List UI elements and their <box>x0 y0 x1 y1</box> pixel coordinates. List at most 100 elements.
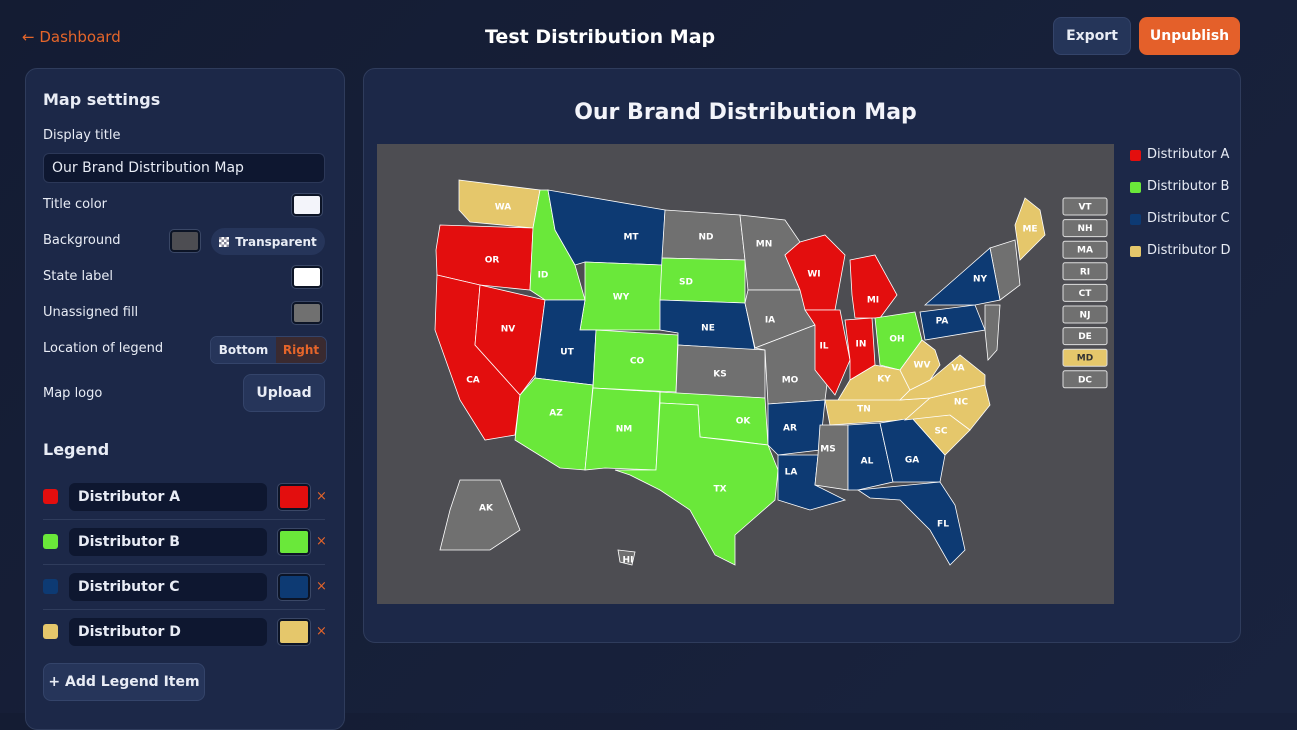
small-state-box <box>1062 240 1108 259</box>
small-state-box <box>1062 327 1108 346</box>
color-swatch[interactable] <box>169 229 201 253</box>
remove-icon[interactable]: × <box>316 579 327 594</box>
state-label: ME <box>1022 225 1037 235</box>
state-shape <box>814 424 849 491</box>
legend-heading: Legend <box>43 440 110 459</box>
state-label: MI <box>867 296 879 306</box>
state-shape <box>1014 197 1046 261</box>
separator <box>43 519 325 520</box>
state-label: MN <box>756 240 773 250</box>
separator <box>43 609 325 610</box>
state-label: NC <box>954 398 969 408</box>
map-legend-label: Distributor D <box>1147 243 1231 258</box>
label: Location of legend <box>43 341 164 356</box>
state-shape <box>899 339 941 391</box>
small-state-label: NJ <box>1080 311 1091 321</box>
state-label: ND <box>698 233 713 243</box>
small-state-label: CT <box>1079 289 1093 299</box>
legend-swatch <box>43 579 58 594</box>
transparent-button[interactable]: Transparent <box>211 228 325 255</box>
back-link[interactable]: ← Dashboard <box>22 28 121 46</box>
color-swatch[interactable] <box>291 265 323 289</box>
state-label: IL <box>819 342 828 352</box>
unpublish-button[interactable]: Unpublish <box>1139 17 1240 55</box>
toggle-option[interactable]: Bottom <box>211 337 276 363</box>
transparent-text: Transparent <box>235 234 317 249</box>
checker-icon <box>219 236 230 247</box>
legend-color-swatch[interactable] <box>277 618 311 646</box>
upload-button[interactable]: Upload <box>243 374 325 412</box>
state-label: IA <box>765 316 775 326</box>
state-label: FL <box>937 520 949 530</box>
label: Unassigned fill <box>43 305 139 320</box>
small-state-box <box>1062 197 1108 216</box>
state-label: KS <box>713 370 726 380</box>
settings-heading: Map settings <box>43 90 161 109</box>
export-button[interactable]: Export <box>1053 17 1131 55</box>
page-title: Test Distribution Map <box>485 26 716 48</box>
state-label: AZ <box>549 409 563 419</box>
color-swatch[interactable] <box>291 301 323 325</box>
small-state-box <box>1062 348 1108 367</box>
small-state-label: DE <box>1078 332 1092 342</box>
map-legend-label: Distributor B <box>1147 179 1230 194</box>
state-shape <box>614 402 779 566</box>
state-label: GA <box>905 456 919 466</box>
legend-location-toggle: Bottom Right <box>210 336 327 364</box>
state-label: PA <box>936 317 949 327</box>
remove-icon[interactable]: × <box>316 534 327 549</box>
state-shape <box>984 304 1001 361</box>
map-title: Our Brand Distribution Map <box>574 100 917 125</box>
label: Map logo <box>43 386 103 401</box>
label: State label <box>43 269 113 284</box>
map-legend-label: Distributor A <box>1147 147 1230 162</box>
state-shape <box>847 422 894 491</box>
map-legend-swatch <box>1130 246 1141 257</box>
remove-icon[interactable]: × <box>316 624 327 639</box>
state-label: NY <box>973 275 988 285</box>
state-label: MS <box>820 445 835 455</box>
small-state-label: DC <box>1078 375 1092 385</box>
remove-icon[interactable]: × <box>316 489 327 504</box>
title-input[interactable]: Our Brand Distribution Map <box>43 153 325 183</box>
state-shape <box>856 481 966 566</box>
state-label: AR <box>783 424 797 434</box>
label: Title color <box>43 197 108 212</box>
state-shape <box>474 284 546 396</box>
small-state-box <box>1062 262 1108 281</box>
small-state-label: VT <box>1078 203 1092 213</box>
legend-name-input[interactable]: Distributor C <box>69 573 267 601</box>
state-label: CA <box>466 376 480 386</box>
small-state-label: NH <box>1077 224 1092 234</box>
map-legend-swatch <box>1130 214 1141 225</box>
state-shape <box>458 179 541 229</box>
state-shape <box>659 257 746 304</box>
map: WA OR CA NV ID MT WY UT CO AZ NM ND SD NE KS OK TX MN IA MO… <box>377 144 1114 604</box>
state-label: WI <box>807 270 820 280</box>
toggle-option[interactable]: Right <box>276 337 326 363</box>
state-shape <box>898 354 986 401</box>
legend-name-input[interactable]: Distributor D <box>69 618 267 646</box>
state-label: AK <box>479 504 494 514</box>
state-label: NV <box>501 325 516 335</box>
state-label: IN <box>856 340 867 350</box>
add-legend-button[interactable]: + Add Legend Item <box>43 663 205 701</box>
legend-color-swatch[interactable] <box>277 483 311 511</box>
legend-color-swatch[interactable] <box>277 528 311 556</box>
state-shape <box>439 479 521 551</box>
separator <box>43 564 325 565</box>
state-label: HI <box>623 556 634 566</box>
state-label: MO <box>782 376 799 386</box>
legend-name-input[interactable]: Distributor B <box>69 528 267 556</box>
state-label: WY <box>613 293 630 303</box>
state-shape <box>584 387 661 471</box>
legend-color-swatch[interactable] <box>277 573 311 601</box>
legend-name-input[interactable]: Distributor A <box>69 483 267 511</box>
color-swatch[interactable] <box>291 193 323 217</box>
state-shape <box>514 377 594 471</box>
state-label: LA <box>785 468 798 478</box>
map-legend-label: Distributor C <box>1147 211 1230 226</box>
state-shape <box>767 399 826 456</box>
state-shape <box>579 261 663 331</box>
